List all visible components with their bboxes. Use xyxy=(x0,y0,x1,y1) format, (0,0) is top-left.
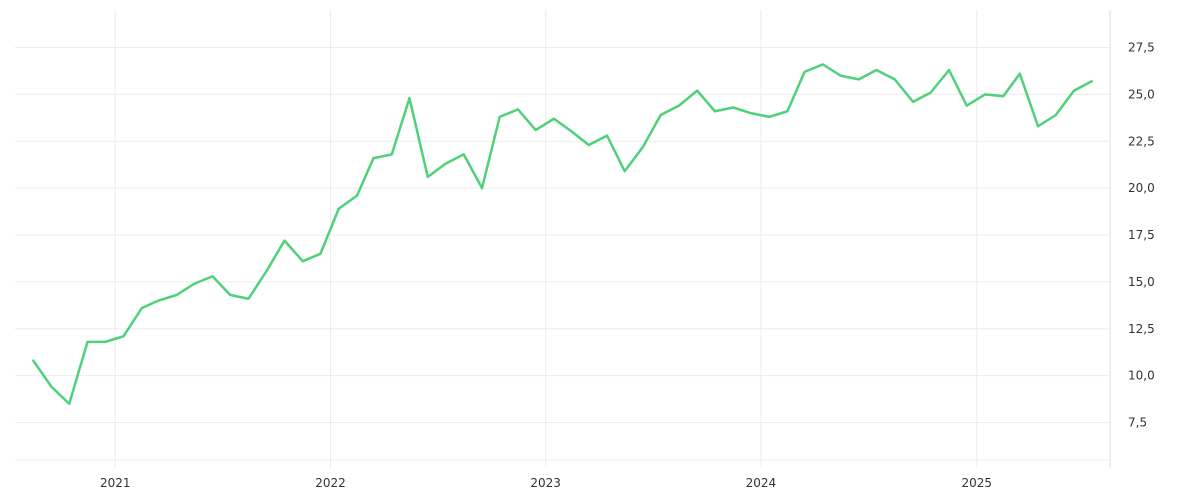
y-tick-label: 7,5 xyxy=(1128,416,1147,430)
x-gridlines xyxy=(114,10,978,468)
y-axis-tick-labels: 7,5 10,0 12,5 15,0 17,5 20,0 22,5 25,0 27,5 xyxy=(1128,41,1155,430)
y-tick-label: 17,5 xyxy=(1128,228,1155,242)
x-axis-tick-labels: 2021 2022 2023 2024 2025 xyxy=(100,476,992,490)
series-line xyxy=(32,63,1093,405)
x-tick-label: 2024 xyxy=(746,476,777,490)
y-tick-label: 15,0 xyxy=(1128,275,1155,289)
y-tick-label: 25,0 xyxy=(1128,87,1155,101)
y-gridlines xyxy=(15,47,1110,461)
y-tick-label: 22,5 xyxy=(1128,134,1155,148)
x-tick-label: 2023 xyxy=(530,476,561,490)
x-tick-label: 2022 xyxy=(315,476,346,490)
y-tick-label: 10,0 xyxy=(1128,369,1155,383)
x-tick-label: 2025 xyxy=(961,476,992,490)
y-tick-label: 20,0 xyxy=(1128,181,1155,195)
y-tick-label: 27,5 xyxy=(1128,41,1155,55)
series-layer xyxy=(32,63,1093,405)
y-tick-label: 12,5 xyxy=(1128,322,1155,336)
x-tick-label: 2021 xyxy=(100,476,131,490)
